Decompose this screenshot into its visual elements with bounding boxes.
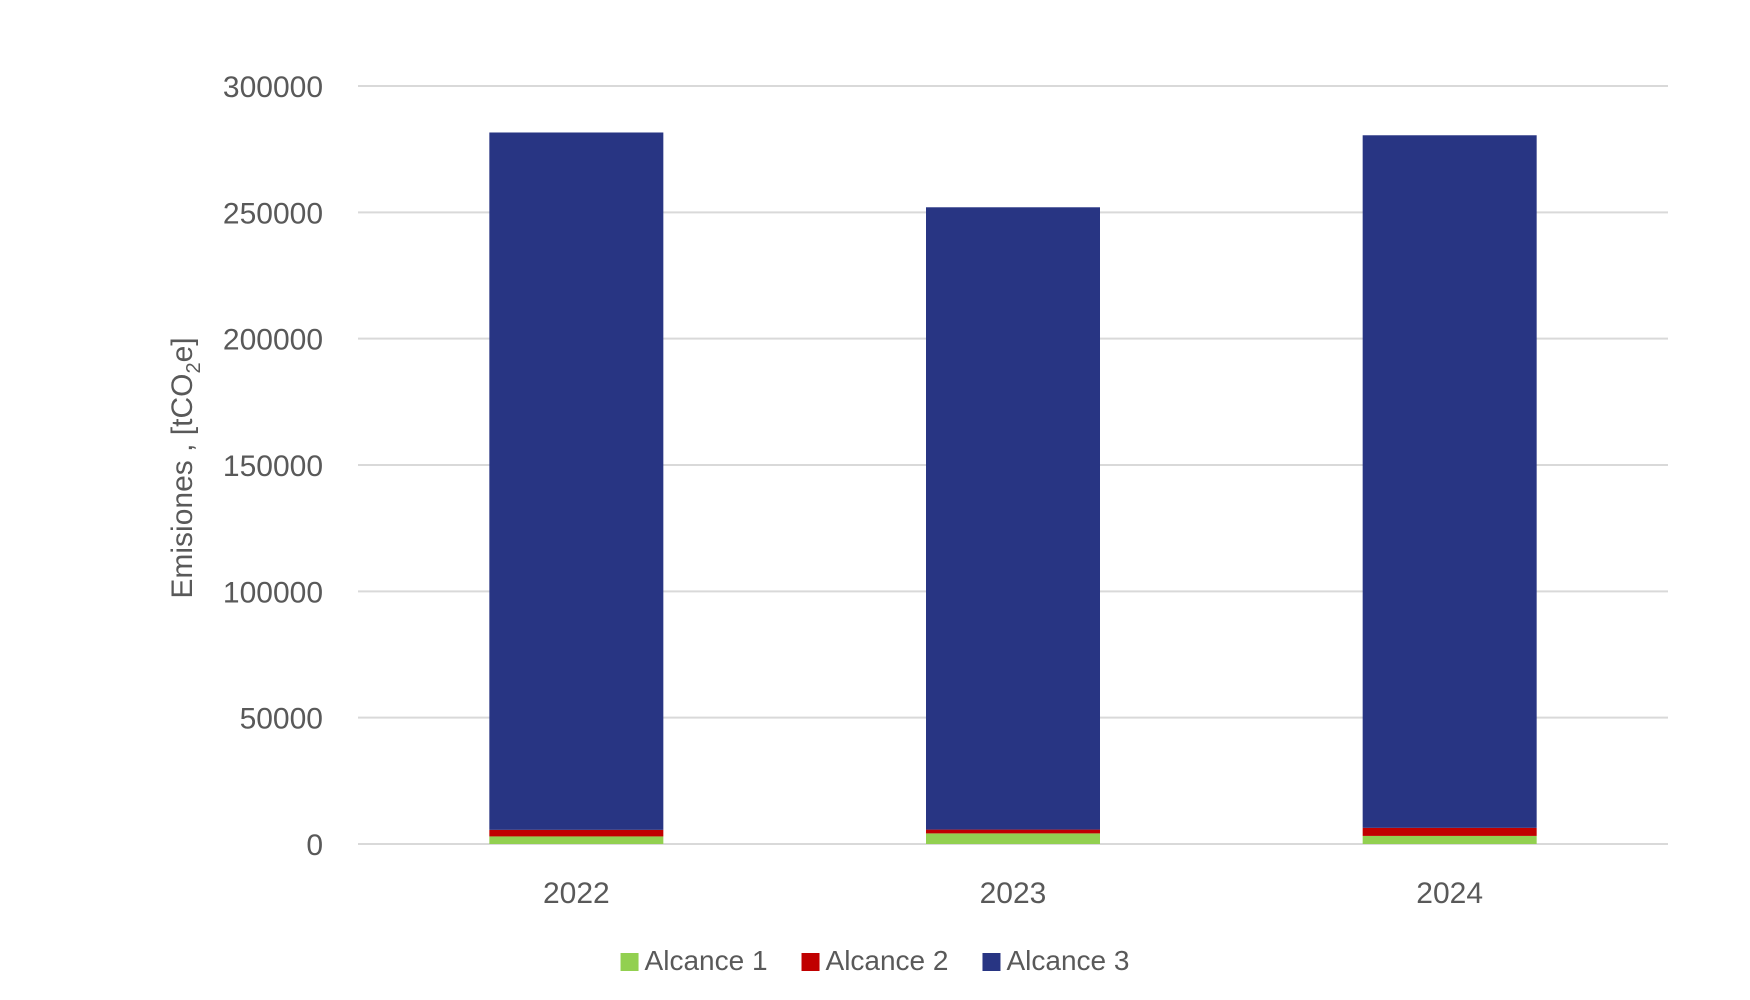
bar-segment (926, 829, 1100, 834)
bar-segment (1362, 827, 1537, 836)
y-tick-label: 250000 (223, 197, 323, 230)
bars (489, 132, 1537, 844)
legend-swatch (620, 953, 639, 971)
bar-segment (1362, 135, 1537, 828)
y-tick-label: 0 (306, 829, 323, 862)
legend: Alcance 1 Alcance 2 Alcance 3 (620, 945, 1129, 976)
x-tick-label: 2022 (543, 877, 610, 910)
bar-segment (489, 132, 664, 830)
y-axis-title-suffix: e] (166, 337, 199, 362)
bar-segment (926, 833, 1100, 844)
legend-item: Alcance 2 (801, 945, 949, 976)
x-axis-tick-labels: 2022 2023 2024 (543, 877, 1483, 910)
x-tick-label: 2023 (980, 877, 1047, 910)
bar-segment (489, 829, 664, 837)
y-tick-label: 100000 (223, 576, 323, 609)
y-tick-label: 150000 (223, 450, 323, 483)
y-axis-title-prefix: Emisiones , [tCO (166, 374, 199, 599)
bar-segment (489, 836, 664, 844)
y-axis-tick-labels: 0 50000 100000 150000 200000 250000 300000 (223, 71, 323, 862)
legend-item: Alcance 1 (620, 945, 768, 976)
legend-label: Alcance 1 (645, 945, 768, 976)
y-axis-title-subscript: 2 (183, 362, 205, 373)
legend-item: Alcance 3 (982, 945, 1129, 976)
legend-label: Alcance 3 (1006, 945, 1129, 976)
bar-segment (926, 207, 1100, 830)
x-tick-label: 2024 (1416, 877, 1483, 910)
y-tick-label: 200000 (223, 324, 323, 357)
legend-label: Alcance 2 (826, 945, 949, 976)
y-tick-label: 50000 (240, 703, 323, 736)
y-tick-label: 300000 (223, 71, 323, 104)
bar-segment (1362, 835, 1537, 844)
legend-swatch (982, 953, 1001, 971)
y-axis-title: Emisiones , [tCO2e] (166, 337, 205, 598)
legend-swatch (801, 953, 820, 971)
